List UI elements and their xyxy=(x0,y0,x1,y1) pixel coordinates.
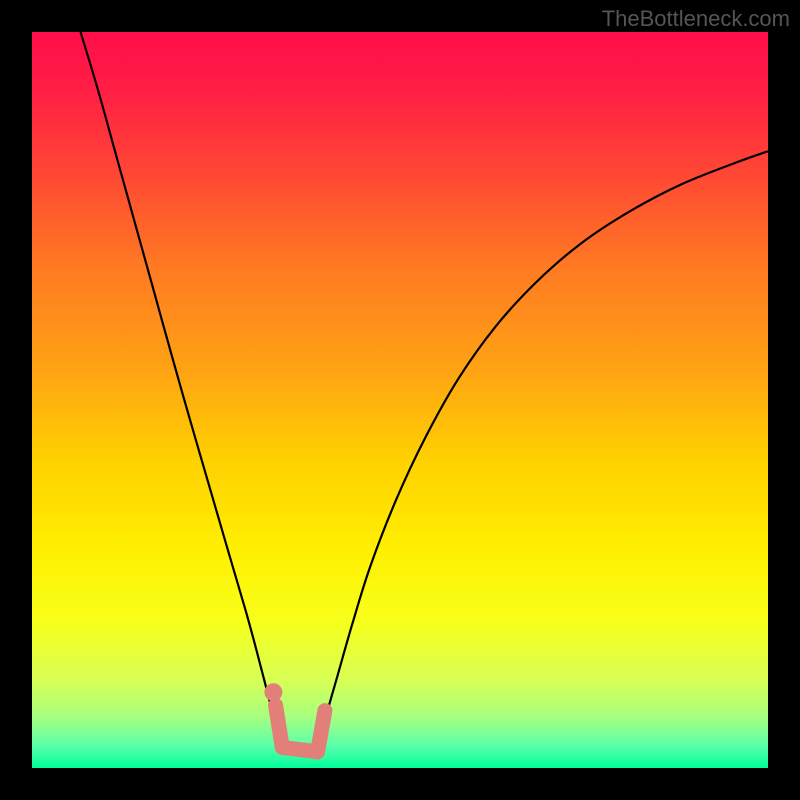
watermark-text: TheBottleneck.com xyxy=(602,6,790,32)
highlight-marker-dot xyxy=(264,683,282,701)
curve-left-branch xyxy=(81,32,278,728)
chart-container: TheBottleneck.com xyxy=(0,0,800,800)
curve-layer xyxy=(32,32,768,768)
plot-area xyxy=(32,32,768,768)
curve-right-branch xyxy=(322,151,768,727)
highlight-marker-segment xyxy=(318,711,325,752)
